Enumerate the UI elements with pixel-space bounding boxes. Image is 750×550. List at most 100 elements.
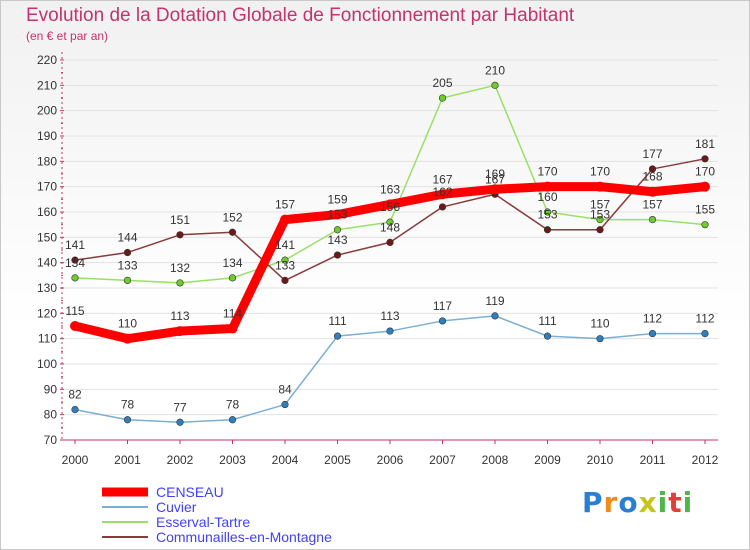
y-tick-label: 220 — [37, 53, 57, 67]
data-label: 157 — [642, 198, 662, 212]
data-label: 110 — [590, 317, 609, 331]
data-point — [280, 214, 290, 225]
data-point — [701, 221, 709, 229]
data-label: 133 — [275, 258, 295, 272]
x-tick-label: 2003 — [219, 453, 246, 467]
chart-subtitle: (en € et par an) — [26, 29, 109, 43]
data-label: 155 — [695, 203, 715, 217]
data-point — [701, 330, 709, 338]
data-label: 153 — [590, 208, 610, 222]
data-point — [227, 323, 238, 334]
y-tick-label: 80 — [44, 408, 58, 422]
data-point — [281, 256, 289, 264]
data-label: 77 — [173, 400, 187, 414]
y-tick-label: 140 — [37, 256, 57, 270]
data-point — [176, 231, 184, 239]
data-point — [123, 276, 132, 285]
legend-label-communailles: Communailles-en-Montagne — [156, 528, 332, 545]
data-point — [176, 279, 184, 287]
x-tick-label: 2007 — [429, 453, 456, 467]
data-label: 115 — [65, 304, 84, 318]
data-label: 78 — [226, 398, 240, 412]
data-label: 141 — [275, 238, 295, 252]
data-point — [70, 321, 80, 331]
data-label: 169 — [485, 167, 505, 181]
data-label: 157 — [275, 198, 295, 212]
logo-letter: P — [582, 486, 604, 519]
data-point — [543, 332, 552, 340]
data-point — [281, 276, 289, 285]
logo-letter: t — [668, 486, 683, 519]
x-tick-label: 2012 — [692, 453, 719, 467]
legend: CENSEAU Cuvier Esserval-Tartre Communail… — [100, 484, 332, 545]
data-point — [595, 181, 605, 192]
data-label: 113 — [380, 309, 399, 323]
data-point — [123, 416, 132, 424]
data-label: 162 — [432, 185, 452, 199]
data-label: 111 — [328, 314, 347, 328]
data-label: 181 — [695, 137, 715, 151]
data-label: 170 — [537, 165, 557, 179]
legend-item-communailles: Communailles-en-Montagne — [100, 528, 332, 545]
data-label: 84 — [278, 383, 292, 397]
data-point — [333, 332, 342, 340]
data-point — [122, 333, 133, 344]
data-point — [596, 335, 604, 343]
data-label: 210 — [485, 63, 505, 77]
x-tick-label: 2009 — [534, 453, 561, 467]
data-point — [596, 226, 604, 234]
proxiti-logo: Proxiti — [582, 486, 693, 519]
data-point — [228, 274, 237, 282]
legend-swatch-censeau — [102, 487, 148, 496]
legend-label-esserval-tartre: Esserval-Tartre — [156, 513, 251, 530]
data-label: 112 — [643, 312, 662, 326]
data-label: 177 — [642, 147, 662, 161]
y-tick-label: 170 — [37, 180, 57, 194]
data-point — [333, 251, 342, 259]
data-label: 156 — [380, 200, 400, 214]
legend-item-censeau: CENSEAU — [100, 484, 332, 500]
data-point — [386, 218, 394, 226]
data-point — [71, 274, 79, 282]
data-point — [648, 330, 657, 338]
logo-letter: x — [638, 486, 658, 519]
data-label: 119 — [485, 294, 504, 308]
data-label: 144 — [117, 231, 137, 245]
data-point — [123, 248, 132, 257]
data-point — [700, 181, 710, 192]
y-tick-label: 210 — [37, 78, 57, 92]
chart-title: Evolution de la Dotation Globale de Fonc… — [26, 5, 575, 26]
x-tick-label: 2001 — [114, 453, 141, 467]
data-point — [228, 228, 237, 236]
data-point — [596, 216, 604, 224]
x-tick-label: 2008 — [482, 453, 509, 467]
data-label: 111 — [538, 314, 557, 328]
data-point — [701, 155, 709, 163]
data-label: 110 — [118, 317, 137, 331]
y-tick-label: 150 — [37, 230, 57, 244]
data-label: 112 — [695, 312, 714, 326]
x-tick-label: 2010 — [587, 453, 614, 467]
data-point — [176, 418, 184, 426]
data-label: 114 — [223, 307, 242, 321]
data-label: 157 — [590, 198, 610, 212]
data-label: 170 — [695, 165, 715, 179]
data-point — [438, 94, 447, 102]
data-label: 133 — [117, 258, 137, 272]
data-point — [71, 256, 79, 264]
x-tick-label: 2011 — [640, 453, 666, 467]
data-point — [543, 226, 552, 234]
data-label: 153 — [327, 208, 347, 222]
y-tick-label: 190 — [37, 129, 57, 143]
y-tick-label: 120 — [37, 306, 57, 320]
data-point — [647, 186, 658, 197]
data-point — [333, 226, 342, 234]
legend-label-cuvier: Cuvier — [156, 498, 197, 515]
data-point — [490, 184, 500, 195]
data-point — [491, 312, 499, 320]
logo-letter: i — [682, 486, 694, 519]
data-label: 167 — [432, 172, 452, 186]
x-tick-label: 2005 — [324, 453, 351, 467]
data-label: 143 — [327, 233, 347, 247]
